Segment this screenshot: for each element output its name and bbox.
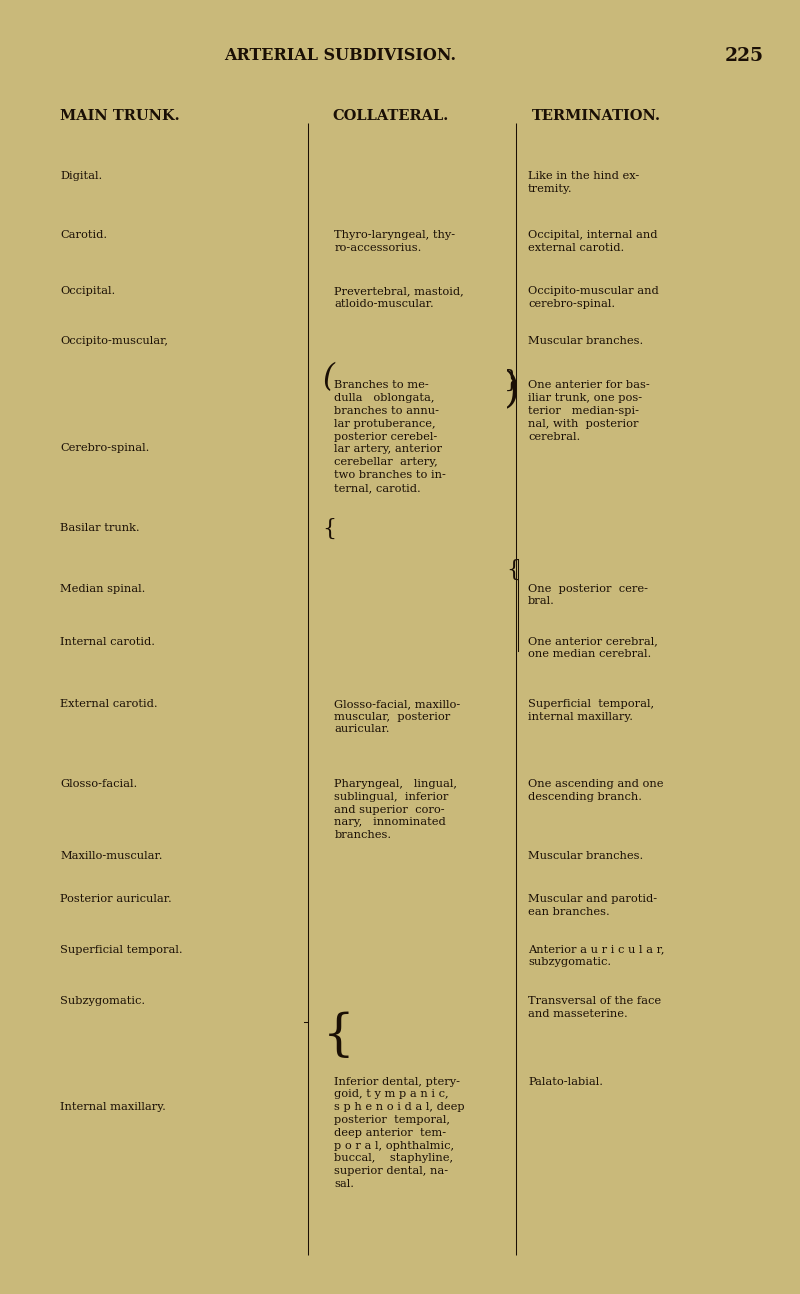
Text: Median spinal.: Median spinal. xyxy=(60,584,146,594)
Text: Glosso-facial.: Glosso-facial. xyxy=(60,779,138,789)
Text: Superficial temporal.: Superficial temporal. xyxy=(60,945,182,955)
Text: Occipito-muscular and
cerebro-spinal.: Occipito-muscular and cerebro-spinal. xyxy=(528,286,658,309)
Text: Transversal of the face
and masseterine.: Transversal of the face and masseterine. xyxy=(528,996,661,1020)
Text: One anterior cerebral,
one median cerebral.: One anterior cerebral, one median cerebr… xyxy=(528,637,658,660)
Text: }: } xyxy=(504,369,520,392)
Text: Like in the hind ex-
tremity.: Like in the hind ex- tremity. xyxy=(528,171,639,194)
Text: Digital.: Digital. xyxy=(60,171,102,181)
Text: Basilar trunk.: Basilar trunk. xyxy=(60,523,140,533)
Text: Cerebro-spinal.: Cerebro-spinal. xyxy=(60,443,150,453)
Text: Internal maxillary.: Internal maxillary. xyxy=(60,1102,166,1113)
Text: Occipital, internal and
external carotid.: Occipital, internal and external carotid… xyxy=(528,230,658,254)
Text: {: { xyxy=(322,518,337,540)
Text: Anterior a u r i c u l a r,
subzygomatic.: Anterior a u r i c u l a r, subzygomatic… xyxy=(528,945,665,968)
Text: Subzygomatic.: Subzygomatic. xyxy=(60,996,145,1007)
Text: Pharyngeal,   lingual,
sublingual,  inferior
and superior  coro-
nary,   innomin: Pharyngeal, lingual, sublingual, inferio… xyxy=(334,779,458,840)
Text: Muscular branches.: Muscular branches. xyxy=(528,851,643,862)
Text: Palato-labial.: Palato-labial. xyxy=(528,1077,603,1087)
Text: 225: 225 xyxy=(725,47,763,65)
Text: Carotid.: Carotid. xyxy=(60,230,107,241)
Text: Occipito-muscular,: Occipito-muscular, xyxy=(60,336,168,347)
Text: External carotid.: External carotid. xyxy=(60,699,158,709)
Text: One ascending and one
descending branch.: One ascending and one descending branch. xyxy=(528,779,663,802)
Text: Branches to me-
dulla   oblongata,
branches to annu-
lar protuberance,
posterior: Branches to me- dulla oblongata, branche… xyxy=(334,380,446,493)
Text: Thyro-laryngeal, thy-
ro-accessorius.: Thyro-laryngeal, thy- ro-accessorius. xyxy=(334,230,455,254)
Text: Maxillo-muscular.: Maxillo-muscular. xyxy=(60,851,162,862)
Text: (: ( xyxy=(322,362,334,393)
Text: TERMINATION.: TERMINATION. xyxy=(532,109,661,123)
Text: COLLATERAL.: COLLATERAL. xyxy=(332,109,448,123)
Text: Prevertebral, mastoid,
atloido-muscular.: Prevertebral, mastoid, atloido-muscular. xyxy=(334,286,464,309)
Text: {: { xyxy=(322,1012,354,1061)
Text: Internal carotid.: Internal carotid. xyxy=(60,637,155,647)
Text: {: { xyxy=(506,559,520,581)
Text: One  posterior  cere-
bral.: One posterior cere- bral. xyxy=(528,584,648,607)
Text: ): ) xyxy=(504,369,520,410)
Text: Occipital.: Occipital. xyxy=(60,286,115,296)
Text: Glosso-facial, maxillo-
muscular,  posterior
auricular.: Glosso-facial, maxillo- muscular, poster… xyxy=(334,699,461,735)
Text: Muscular and parotid-
ean branches.: Muscular and parotid- ean branches. xyxy=(528,894,657,917)
Text: Muscular branches.: Muscular branches. xyxy=(528,336,643,347)
Text: Superficial  temporal,
internal maxillary.: Superficial temporal, internal maxillary… xyxy=(528,699,654,722)
Text: One anterier for bas-
iliar trunk, one pos-
terior   median-spi-
nal, with  post: One anterier for bas- iliar trunk, one p… xyxy=(528,380,650,441)
Text: Inferior dental, ptery-
goid, t y m p a n i c,
s p h e n o i d a l, deep
posteri: Inferior dental, ptery- goid, t y m p a … xyxy=(334,1077,465,1189)
Text: MAIN TRUNK.: MAIN TRUNK. xyxy=(60,109,180,123)
Text: ARTERIAL SUBDIVISION.: ARTERIAL SUBDIVISION. xyxy=(224,47,456,63)
Text: Posterior auricular.: Posterior auricular. xyxy=(60,894,172,905)
